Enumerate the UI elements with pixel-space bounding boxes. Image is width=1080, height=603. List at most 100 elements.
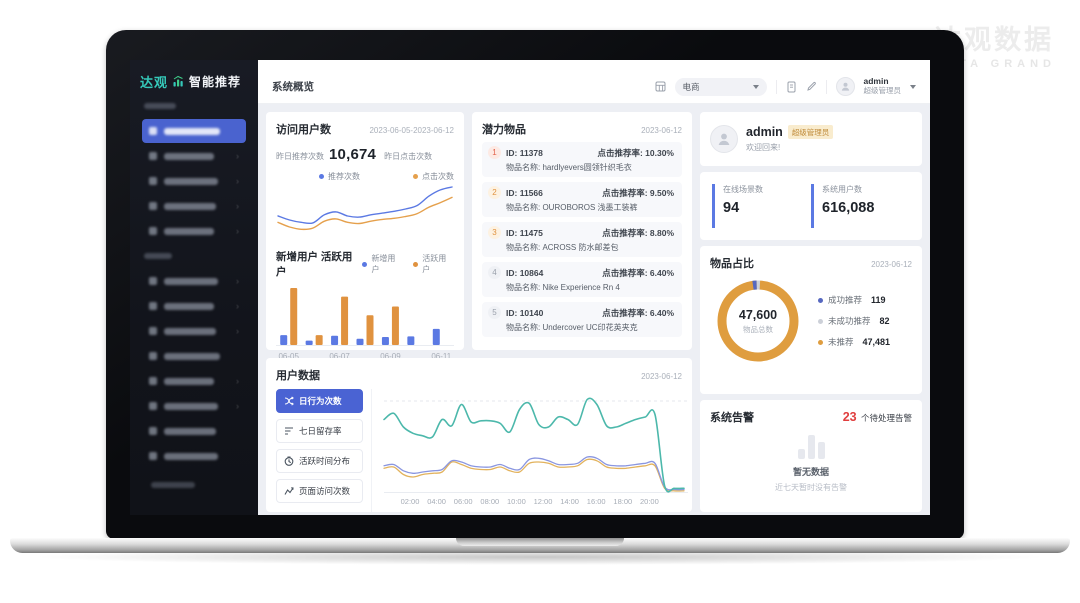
item-id: ID: 10140 — [506, 307, 544, 318]
sidebar-item-active[interactable] — [142, 119, 246, 143]
sidebar-item-icon — [149, 302, 157, 310]
sidebar-item[interactable] — [142, 344, 246, 368]
proportion-legend-item[interactable]: 未推荐 47,481 — [818, 336, 912, 348]
sidebar-item[interactable]: › — [142, 394, 246, 418]
alerts-title: 系统告警 — [710, 412, 754, 424]
empty-bars-icon — [797, 435, 825, 459]
chevron-down-icon — [910, 84, 916, 89]
stat-label: 系统用户数 — [822, 185, 862, 194]
alerts-empty-state: 暂无数据 近七天暂时没有告警 — [710, 435, 912, 493]
stat-online-scenes: 在线场景数 94 — [712, 184, 811, 228]
user-growth-chart: 06-05 06-07 06-09 06-11 — [276, 287, 454, 361]
laptop-notch — [456, 538, 624, 546]
tab-label: 页面访问次数 — [299, 486, 351, 496]
document-icon[interactable] — [786, 81, 797, 93]
item-id: ID: 10864 — [506, 267, 544, 278]
sidebar-item-label — [164, 127, 220, 135]
svg-text:06:00: 06:00 — [454, 497, 473, 506]
sidebar-item[interactable]: › — [142, 219, 246, 243]
user-menu[interactable]: admin 超级管理员 — [864, 77, 902, 95]
rank-badge: 1 — [488, 146, 501, 159]
chevron-right-icon: › — [236, 201, 239, 211]
potential-items-list: 1 ID: 11378 点击推荐率: 10.30% 物品名称: hardlyevers… — [482, 142, 682, 337]
growth-title: 新增用户 活跃用户 — [276, 251, 353, 278]
proportion-card-title: 物品占比 — [710, 258, 754, 270]
visit-legend-item[interactable]: 点击次数 — [413, 171, 454, 182]
potential-items-card: 潜力物品 2023-06-12 1 ID: 11378 点击推荐率: 10.30% 物… — [472, 112, 692, 350]
tab-clock[interactable]: 活跃时间分布 — [276, 449, 363, 473]
yesterday-rec-value: 10,674 — [329, 146, 377, 163]
stat-value: 616,088 — [822, 200, 875, 216]
sidebar-item-icon — [149, 202, 157, 210]
sidebar-item-label — [164, 402, 218, 410]
divider — [825, 79, 827, 94]
sidebar-item-icon — [149, 177, 157, 185]
laptop-shadow — [30, 549, 1050, 565]
rank-badge: 3 — [488, 226, 501, 239]
sidebar-item[interactable]: › — [142, 194, 246, 218]
filter-icon — [285, 427, 293, 435]
chevron-right-icon: › — [236, 151, 239, 161]
proportion-legend-item[interactable]: 未成功推荐 82 — [818, 315, 912, 327]
svg-text:02:00: 02:00 — [401, 497, 420, 506]
laptop-bezel: 达观 智能推荐 › › › › › › › › › 系统概览 — [106, 30, 964, 539]
chevron-right-icon: › — [236, 301, 239, 311]
chevron-right-icon: › — [236, 376, 239, 386]
rank-badge: 5 — [488, 306, 501, 319]
sidebar-item-label — [164, 427, 216, 435]
sidebar-item[interactable]: › — [142, 269, 246, 293]
shuffle-icon — [284, 396, 294, 406]
logo-chart-icon — [173, 75, 183, 87]
stat-value: 94 — [723, 200, 740, 216]
sidebar-item-label — [164, 302, 214, 310]
sidebar-item-label — [164, 202, 216, 210]
sidebar-item[interactable] — [142, 419, 246, 443]
rank-badge: 4 — [488, 266, 501, 279]
scene-select[interactable]: 电商 — [674, 77, 767, 96]
tab-trend[interactable]: 页面访问次数 — [276, 479, 363, 503]
svg-text:10:00: 10:00 — [507, 497, 526, 506]
svg-text:08:00: 08:00 — [480, 497, 499, 506]
sidebar-item[interactable]: › — [142, 369, 246, 393]
sidebar-item[interactable]: › — [142, 319, 246, 343]
legend-label: 新增用户 — [371, 254, 396, 274]
user-name: admin — [863, 76, 889, 87]
svg-text:14:00: 14:00 — [560, 497, 579, 506]
stat-label: 在线场景数 — [723, 185, 763, 194]
user-data-title: 用户数据 — [276, 370, 320, 382]
legend-value: 47,481 — [862, 337, 891, 347]
sidebar-item-icon — [149, 152, 157, 160]
grid-icon[interactable] — [655, 81, 666, 92]
sidebar-item-icon — [149, 352, 157, 360]
proportion-legend-item[interactable]: 成功推荐 119 — [818, 294, 912, 306]
potential-card-date: 2023-06-12 — [641, 126, 682, 135]
pencil-icon[interactable] — [806, 81, 817, 92]
svg-text:04:00: 04:00 — [427, 497, 446, 506]
visit-legend-item[interactable]: 推荐次数 — [319, 171, 360, 182]
sidebar-item[interactable]: › — [142, 144, 246, 168]
sidebar-item-icon — [149, 377, 157, 385]
sidebar-item-icon — [149, 327, 157, 335]
person-icon — [718, 133, 730, 145]
sidebar-item[interactable] — [142, 444, 246, 468]
topbar: 系统概览 电商 — [258, 60, 930, 104]
svg-text:06-05: 06-05 — [278, 352, 299, 361]
user-data-date: 2023-06-12 — [641, 372, 682, 381]
growth-legend-item[interactable]: 活跃用户 — [413, 253, 454, 275]
sidebar-item[interactable]: › — [142, 169, 246, 193]
item-click-rate: 点击推荐率: 6.40% — [602, 307, 674, 318]
tab-label: 日行为次数 — [299, 396, 342, 406]
legend-dot-icon — [818, 339, 823, 345]
svg-text:06-09: 06-09 — [380, 352, 401, 361]
growth-legend-item[interactable]: 新增用户 — [362, 253, 403, 275]
scene-select-value: 电商 — [682, 81, 700, 92]
proportion-card-date: 2023-06-12 — [871, 260, 912, 269]
item-click-rate: 点击推荐率: 8.80% — [602, 227, 674, 238]
tab-filter[interactable]: 七日留存率 — [276, 419, 363, 443]
divider — [775, 79, 777, 94]
sidebar-item[interactable]: › — [142, 294, 246, 318]
user-avatar[interactable] — [835, 77, 855, 96]
chevron-down-icon — [752, 84, 759, 89]
sidebar-item-icon — [149, 402, 157, 410]
tab-shuffle[interactable]: 日行为次数 — [276, 389, 363, 413]
